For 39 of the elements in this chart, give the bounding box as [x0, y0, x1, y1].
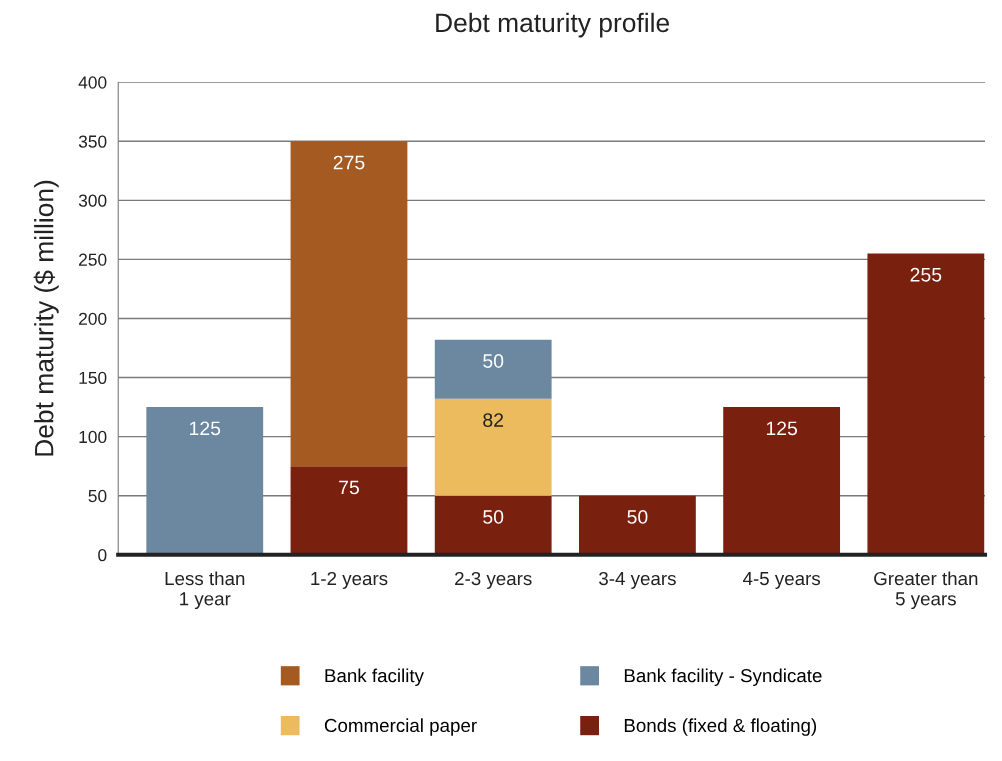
- bar: [146, 407, 264, 555]
- data-label: 125: [766, 421, 798, 436]
- y-tick-label: 350: [78, 135, 107, 148]
- chart-title: Debt maturity profile: [436, 12, 669, 38]
- data-label: 50: [627, 510, 648, 524]
- x-tick-label: Less than 1 year: [165, 571, 245, 610]
- y-tick-label: 50: [88, 489, 107, 503]
- legend-label: Bank facility: [325, 668, 424, 686]
- y-tick-label: 100: [79, 430, 107, 444]
- x-tick-label: 4-5 years: [742, 572, 821, 589]
- y-tick-label: 200: [79, 312, 107, 325]
- legend-label: Bonds (fixed & floating): [624, 718, 817, 736]
- bar: [867, 253, 985, 555]
- data-label: 75: [339, 480, 359, 495]
- bar: [723, 407, 841, 555]
- data-label: 125: [190, 421, 221, 436]
- data-label: 50: [483, 354, 504, 368]
- bar: [290, 141, 408, 467]
- y-tick-label: 150: [79, 371, 107, 385]
- x-tick-label: 1-2 years: [311, 571, 388, 589]
- legend-label: Bank facility - Syndicate: [624, 668, 822, 686]
- data-label: 255: [910, 267, 942, 282]
- y-axis-title: Debt maturity ($ million): [33, 180, 59, 456]
- bar: [434, 398, 552, 496]
- bar: [434, 495, 552, 555]
- y-tick-label: 250: [79, 253, 107, 266]
- bar: [290, 466, 408, 555]
- y-tick-label: 0: [98, 548, 107, 562]
- y-tick-label: 300: [78, 194, 107, 207]
- y-tick-label: 400: [78, 76, 107, 89]
- data-label: 275: [333, 155, 365, 170]
- data-label: 82: [483, 413, 504, 427]
- legend-label: Commercial paper: [324, 718, 477, 736]
- bar: [434, 339, 552, 399]
- bar: [579, 495, 696, 555]
- x-tick-label: 3-4 years: [599, 571, 676, 589]
- data-label: 50: [483, 510, 504, 524]
- x-tick-label: 2-3 years: [455, 571, 532, 589]
- x-tick-label: Greater than 5 years: [874, 571, 978, 610]
